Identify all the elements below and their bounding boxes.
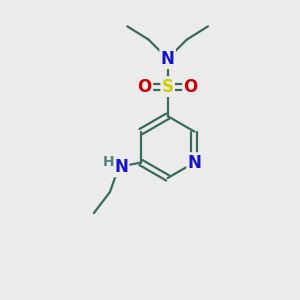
Text: N: N: [114, 158, 128, 176]
Text: S: S: [162, 78, 174, 96]
Text: O: O: [184, 78, 198, 96]
Text: N: N: [161, 50, 175, 68]
Text: O: O: [138, 78, 152, 96]
Text: H: H: [103, 154, 114, 169]
Text: N: N: [188, 154, 201, 172]
